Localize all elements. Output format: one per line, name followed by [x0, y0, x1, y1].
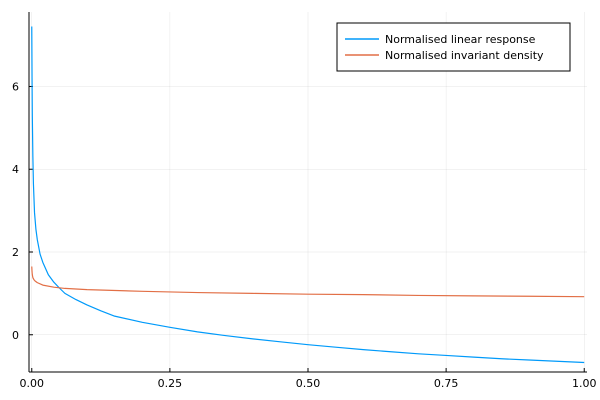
- axes: [28, 12, 587, 373]
- legend-label-invariant-density: Normalised invariant density: [385, 49, 544, 62]
- legend: Normalised linear response Normalised in…: [336, 22, 571, 72]
- grid-lines: [29, 12, 587, 372]
- y-tick-label: 4: [12, 163, 19, 176]
- y-tick-label: 0: [12, 329, 19, 342]
- series-line-invariant-density: [31, 266, 585, 298]
- series-line-linear-response: [31, 26, 585, 364]
- x-tick-label: 0.00: [20, 377, 45, 390]
- y-tick-label: 6: [12, 80, 19, 93]
- x-tick-label: 1.00: [572, 377, 597, 390]
- x-tick-label: 0.50: [296, 377, 321, 390]
- x-tick-label: 0.25: [158, 377, 183, 390]
- y-tick-label: 2: [12, 246, 19, 259]
- tick-labels: 0.00 0.25 0.50 0.75 1.00 0 2 4 6: [12, 80, 596, 390]
- legend-label-linear-response: Normalised linear response: [385, 33, 536, 46]
- x-tick-label: 0.75: [434, 377, 459, 390]
- series-lines: [31, 26, 585, 364]
- legend-box: [336, 22, 571, 72]
